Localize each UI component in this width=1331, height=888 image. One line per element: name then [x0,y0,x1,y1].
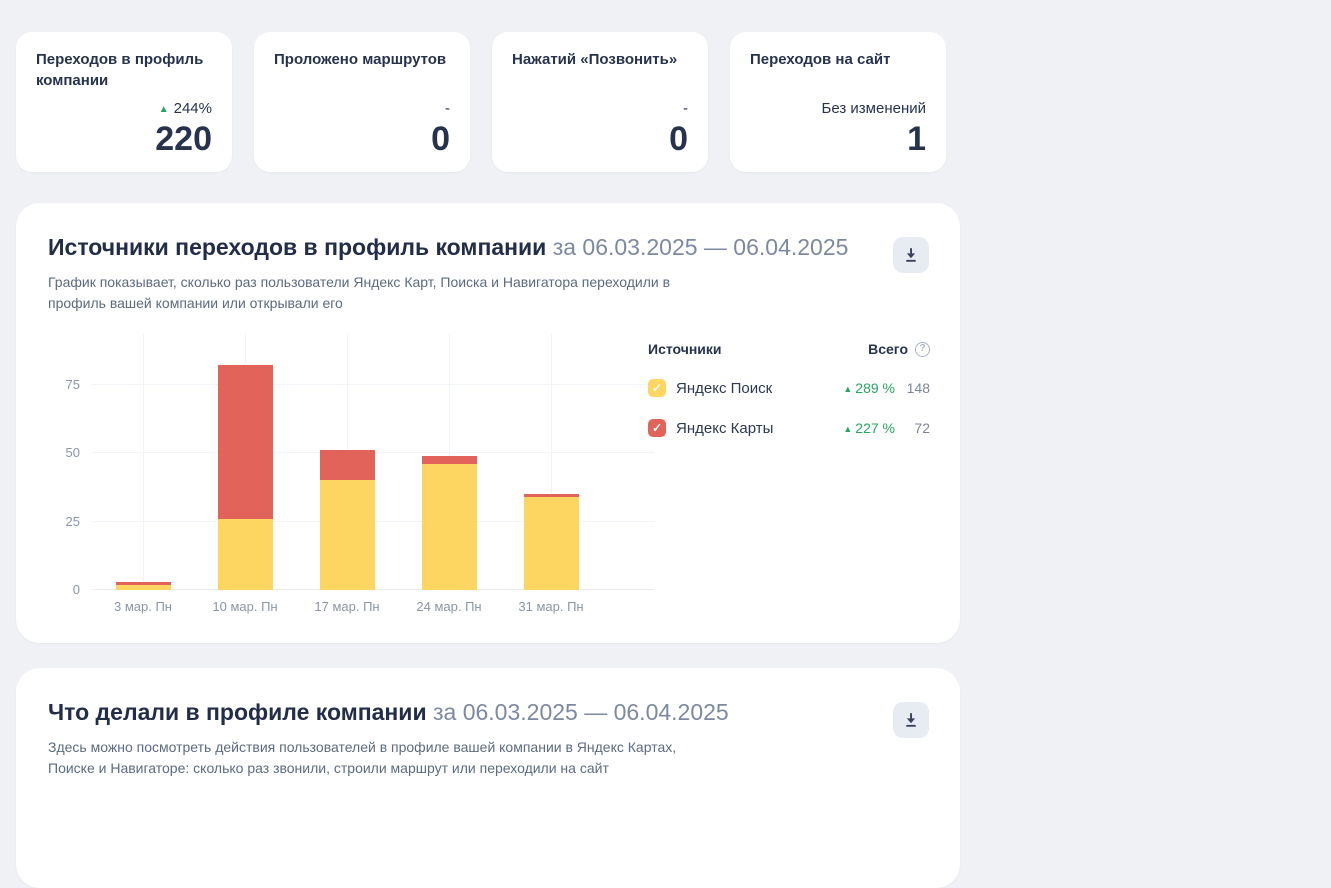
y-axis-tick-label: 25 [65,513,80,529]
legend-label: Яндекс Поиск [676,379,773,397]
bar-slot: 24 мар. Пн [398,334,500,614]
stat-title: Переходов на сайт [750,51,891,68]
y-axis-tick-label: 75 [65,376,80,392]
sources-legend: Источники Всего ? ✓ Яндекс Поиск ▲ 289 % … [648,341,930,437]
stat-card-profile-visits: Переходов в профиль компании ▲ 244% 220 [16,32,232,172]
check-icon: ✓ [651,381,663,395]
actions-card: Что делали в профиле компании за 06.03.2… [16,668,960,888]
x-axis-tick-label: 24 мар. Пн [416,599,482,614]
download-button[interactable] [893,237,929,273]
stat-card-calls: Нажатий «Позвонить» - 0 [492,32,708,172]
legend-delta: ▲ 289 % [843,380,895,396]
bar-segment-яндекс-поиск[interactable] [115,584,171,590]
check-icon: ✓ [651,421,663,435]
bar-slot: 10 мар. Пн [194,334,296,614]
stacked-bar [115,581,171,590]
actions-card-period: за 06.03.2025 — 06.04.2025 [432,699,729,725]
legend-header-total: Всего [868,341,908,357]
stat-title: Переходов в профиль компании [36,51,204,89]
stat-delta: Без изменений [821,100,926,118]
download-button[interactable] [893,702,929,738]
x-axis-tick-label: 17 мар. Пн [314,599,380,614]
stat-cards-row: Переходов в профиль компании ▲ 244% 220 П… [16,32,946,172]
actions-card-title: Что делали в профиле компании за 06.03.2… [48,699,729,725]
legend-header: Источники Всего ? [648,341,930,357]
y-axis-tick-label: 0 [72,582,80,597]
bar-segment-яндекс-карты[interactable] [319,450,375,481]
legend-checkbox-yandex-maps[interactable]: ✓ [648,419,666,437]
gridline [551,334,552,590]
bar-slot: 17 мар. Пн [296,334,398,614]
sources-card-period: за 06.03.2025 — 06.04.2025 [552,234,849,260]
legend-row-yandex-maps: ✓ Яндекс Карты ▲ 227 % 72 [648,419,930,437]
stat-title: Нажатий «Позвонить» [512,51,678,68]
bar-slot: 31 мар. Пн [500,334,602,614]
sources-card: Источники переходов в профиль компании з… [16,203,960,643]
legend-total: 72 [914,420,930,436]
stat-delta: - [445,100,450,118]
download-icon [903,712,919,728]
sources-card-description: График показывает, сколько раз пользоват… [48,273,671,312]
y-axis-tick-label: 50 [65,445,80,461]
bar-segment-яндекс-поиск[interactable] [421,464,477,590]
legend-header-sources: Источники [648,341,722,357]
stat-title: Проложено маршрутов [274,51,447,68]
bar-segment-яндекс-карты[interactable] [523,494,579,497]
sources-card-title: Источники переходов в профиль компании з… [48,234,849,260]
stat-value: 1 [907,119,926,158]
up-arrow-icon: ▲ [843,424,853,434]
bar-segment-яндекс-поиск[interactable] [217,518,273,590]
gridline [143,334,144,590]
download-icon [903,247,919,263]
bar-segment-яндекс-карты[interactable] [217,365,273,519]
x-axis-tick-label: 31 мар. Пн [518,599,584,614]
gridline [92,383,654,385]
stat-value: 220 [155,119,212,158]
bar-slot: 3 мар. Пн [92,334,194,614]
legend-delta: ▲ 227 % [843,420,895,436]
stacked-bar [319,450,375,590]
stacked-bar [523,494,579,590]
stat-card-site-visits: Переходов на сайт Без изменений 1 [730,32,946,172]
x-axis-tick-label: 3 мар. Пн [114,599,172,614]
up-arrow-icon: ▲ [158,104,169,116]
stacked-bar [217,365,273,590]
x-axis-tick-label: 10 мар. Пн [212,599,278,614]
bar-segment-яндекс-поиск[interactable] [319,480,375,590]
stacked-bar [421,455,477,590]
stat-card-routes: Проложено маршрутов - 0 [254,32,470,172]
stat-value: 0 [669,119,688,158]
legend-label: Яндекс Карты [676,419,774,437]
legend-total: 148 [906,380,930,396]
legend-row-yandex-search: ✓ Яндекс Поиск ▲ 289 % 148 [648,379,930,397]
bar-segment-яндекс-карты[interactable] [115,581,171,585]
sources-chart: 0 25 50 75 3 мар. Пн 10 мар. Пн 17 мар. Пн 24 м… [44,334,654,614]
stat-delta-value: 244% [173,100,212,118]
bar-segment-яндекс-карты[interactable] [421,455,477,464]
legend-checkbox-yandex-search[interactable]: ✓ [648,379,666,397]
actions-card-description: Здесь можно посмотреть действия пользова… [48,738,677,777]
stat-delta: - [683,100,688,118]
bar-chart-plot: 0 25 50 75 3 мар. Пн 10 мар. Пн 17 мар. Пн 24 м… [66,334,654,614]
stat-delta: ▲ 244% [36,99,212,119]
up-arrow-icon: ▲ [843,384,853,394]
help-icon[interactable]: ? [915,341,930,357]
bar-segment-яндекс-поиск[interactable] [523,496,579,590]
stat-value: 0 [431,119,450,158]
